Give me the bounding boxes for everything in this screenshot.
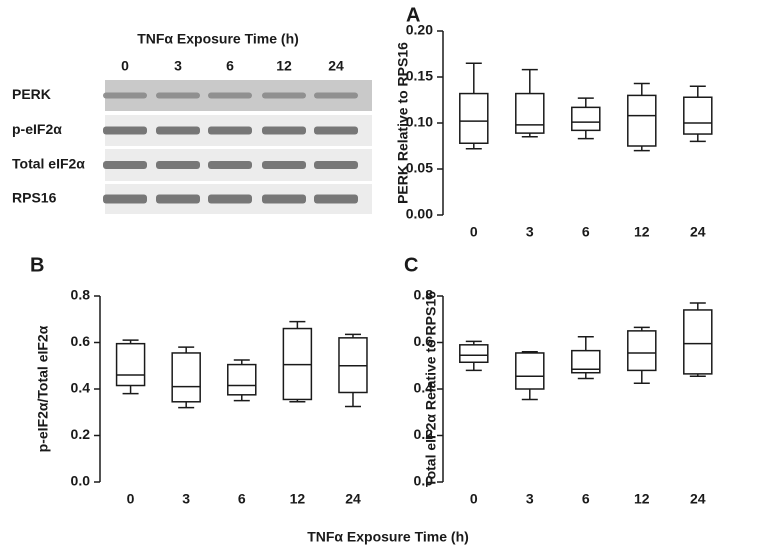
- blot-band: [103, 126, 147, 135]
- lane-label: 24: [328, 58, 344, 74]
- blot-band: [262, 161, 306, 169]
- blot-band: [103, 194, 147, 204]
- blot-band: [156, 92, 200, 99]
- blot-band: [314, 194, 358, 204]
- x-tick-label: 0: [127, 491, 135, 507]
- x-tick-label: 12: [634, 491, 650, 507]
- lane-label: 3: [174, 58, 182, 74]
- blot-band: [262, 194, 306, 204]
- blot-band: [314, 126, 358, 135]
- x-tick-label: 3: [526, 224, 534, 240]
- x-tick-label: 0: [470, 491, 478, 507]
- x-tick-label: 6: [582, 224, 590, 240]
- y-tick-label: 0.10: [406, 114, 433, 130]
- box: [571, 349, 601, 374]
- blot-band: [262, 126, 306, 135]
- x-tick-label: 24: [690, 224, 706, 240]
- lane-label: 0: [121, 58, 129, 74]
- y-tick-label: 0.4: [71, 380, 91, 396]
- y-tick-label: 0.20: [406, 22, 433, 38]
- box: [171, 352, 201, 403]
- y-tick-label: 0.6: [414, 333, 434, 349]
- blot-band: [156, 126, 200, 135]
- blot-title: TNFα Exposure Time (h): [137, 31, 299, 47]
- box: [515, 352, 545, 390]
- box: [627, 94, 657, 147]
- x-tick-label: 6: [582, 491, 590, 507]
- blot-band: [208, 194, 252, 204]
- blot-band: [103, 161, 147, 169]
- y-axis-label: Total eIF2α Relative to RPS16: [423, 291, 439, 487]
- x-tick-label: 3: [526, 491, 534, 507]
- y-tick-label: 0.05: [406, 160, 433, 176]
- lane-label: 12: [276, 58, 292, 74]
- blot-band: [103, 92, 147, 99]
- y-tick-label: 0.0: [71, 473, 91, 489]
- y-tick-label: 0.0: [414, 473, 434, 489]
- blot-band: [156, 161, 200, 169]
- y-axis-label: PERK Relative to RPS16: [395, 42, 411, 204]
- x-tick-label: 0: [470, 224, 478, 240]
- box: [227, 363, 257, 396]
- x-tick-label: 12: [290, 491, 306, 507]
- y-tick-label: 0.6: [71, 333, 91, 349]
- box: [459, 344, 489, 364]
- blot-band: [156, 194, 200, 204]
- box: [571, 106, 601, 132]
- panel-label: A: [406, 4, 420, 26]
- box: [459, 92, 489, 144]
- box: [627, 330, 657, 372]
- y-axis-label: p-eIF2α/Total eIF2α: [35, 325, 51, 452]
- row-label: Total eIF2α: [12, 156, 85, 172]
- y-tick-label: 0.2: [71, 426, 91, 442]
- box: [683, 309, 713, 375]
- blot-band: [314, 161, 358, 169]
- blot-band: [262, 92, 306, 99]
- y-tick-label: 0.4: [414, 380, 434, 396]
- x-tick-label: 24: [345, 491, 361, 507]
- y-tick-label: 0.8: [414, 287, 434, 303]
- x-tick-label: 24: [690, 491, 706, 507]
- x-tick-label: 12: [634, 224, 650, 240]
- blot-band: [314, 92, 358, 99]
- lane-label: 6: [226, 58, 234, 74]
- box: [683, 96, 713, 135]
- blot-band: [208, 126, 252, 135]
- row-label: RPS16: [12, 190, 57, 206]
- x-tick-label: 3: [182, 491, 190, 507]
- blot-band: [208, 92, 252, 99]
- panel-label: B: [30, 254, 44, 276]
- x-axis-label: TNFα Exposure Time (h): [307, 529, 469, 545]
- x-tick-label: 6: [238, 491, 246, 507]
- box: [515, 92, 545, 134]
- blot-band: [208, 161, 252, 169]
- row-label: PERK: [12, 86, 51, 102]
- row-label: p-eIF2α: [12, 121, 62, 137]
- box: [115, 342, 146, 387]
- y-tick-label: 0.8: [71, 287, 91, 303]
- y-tick-label: 0.15: [406, 68, 433, 84]
- y-tick-label: 0.00: [406, 206, 433, 222]
- y-tick-label: 0.2: [414, 426, 434, 442]
- panel-label: C: [404, 254, 418, 276]
